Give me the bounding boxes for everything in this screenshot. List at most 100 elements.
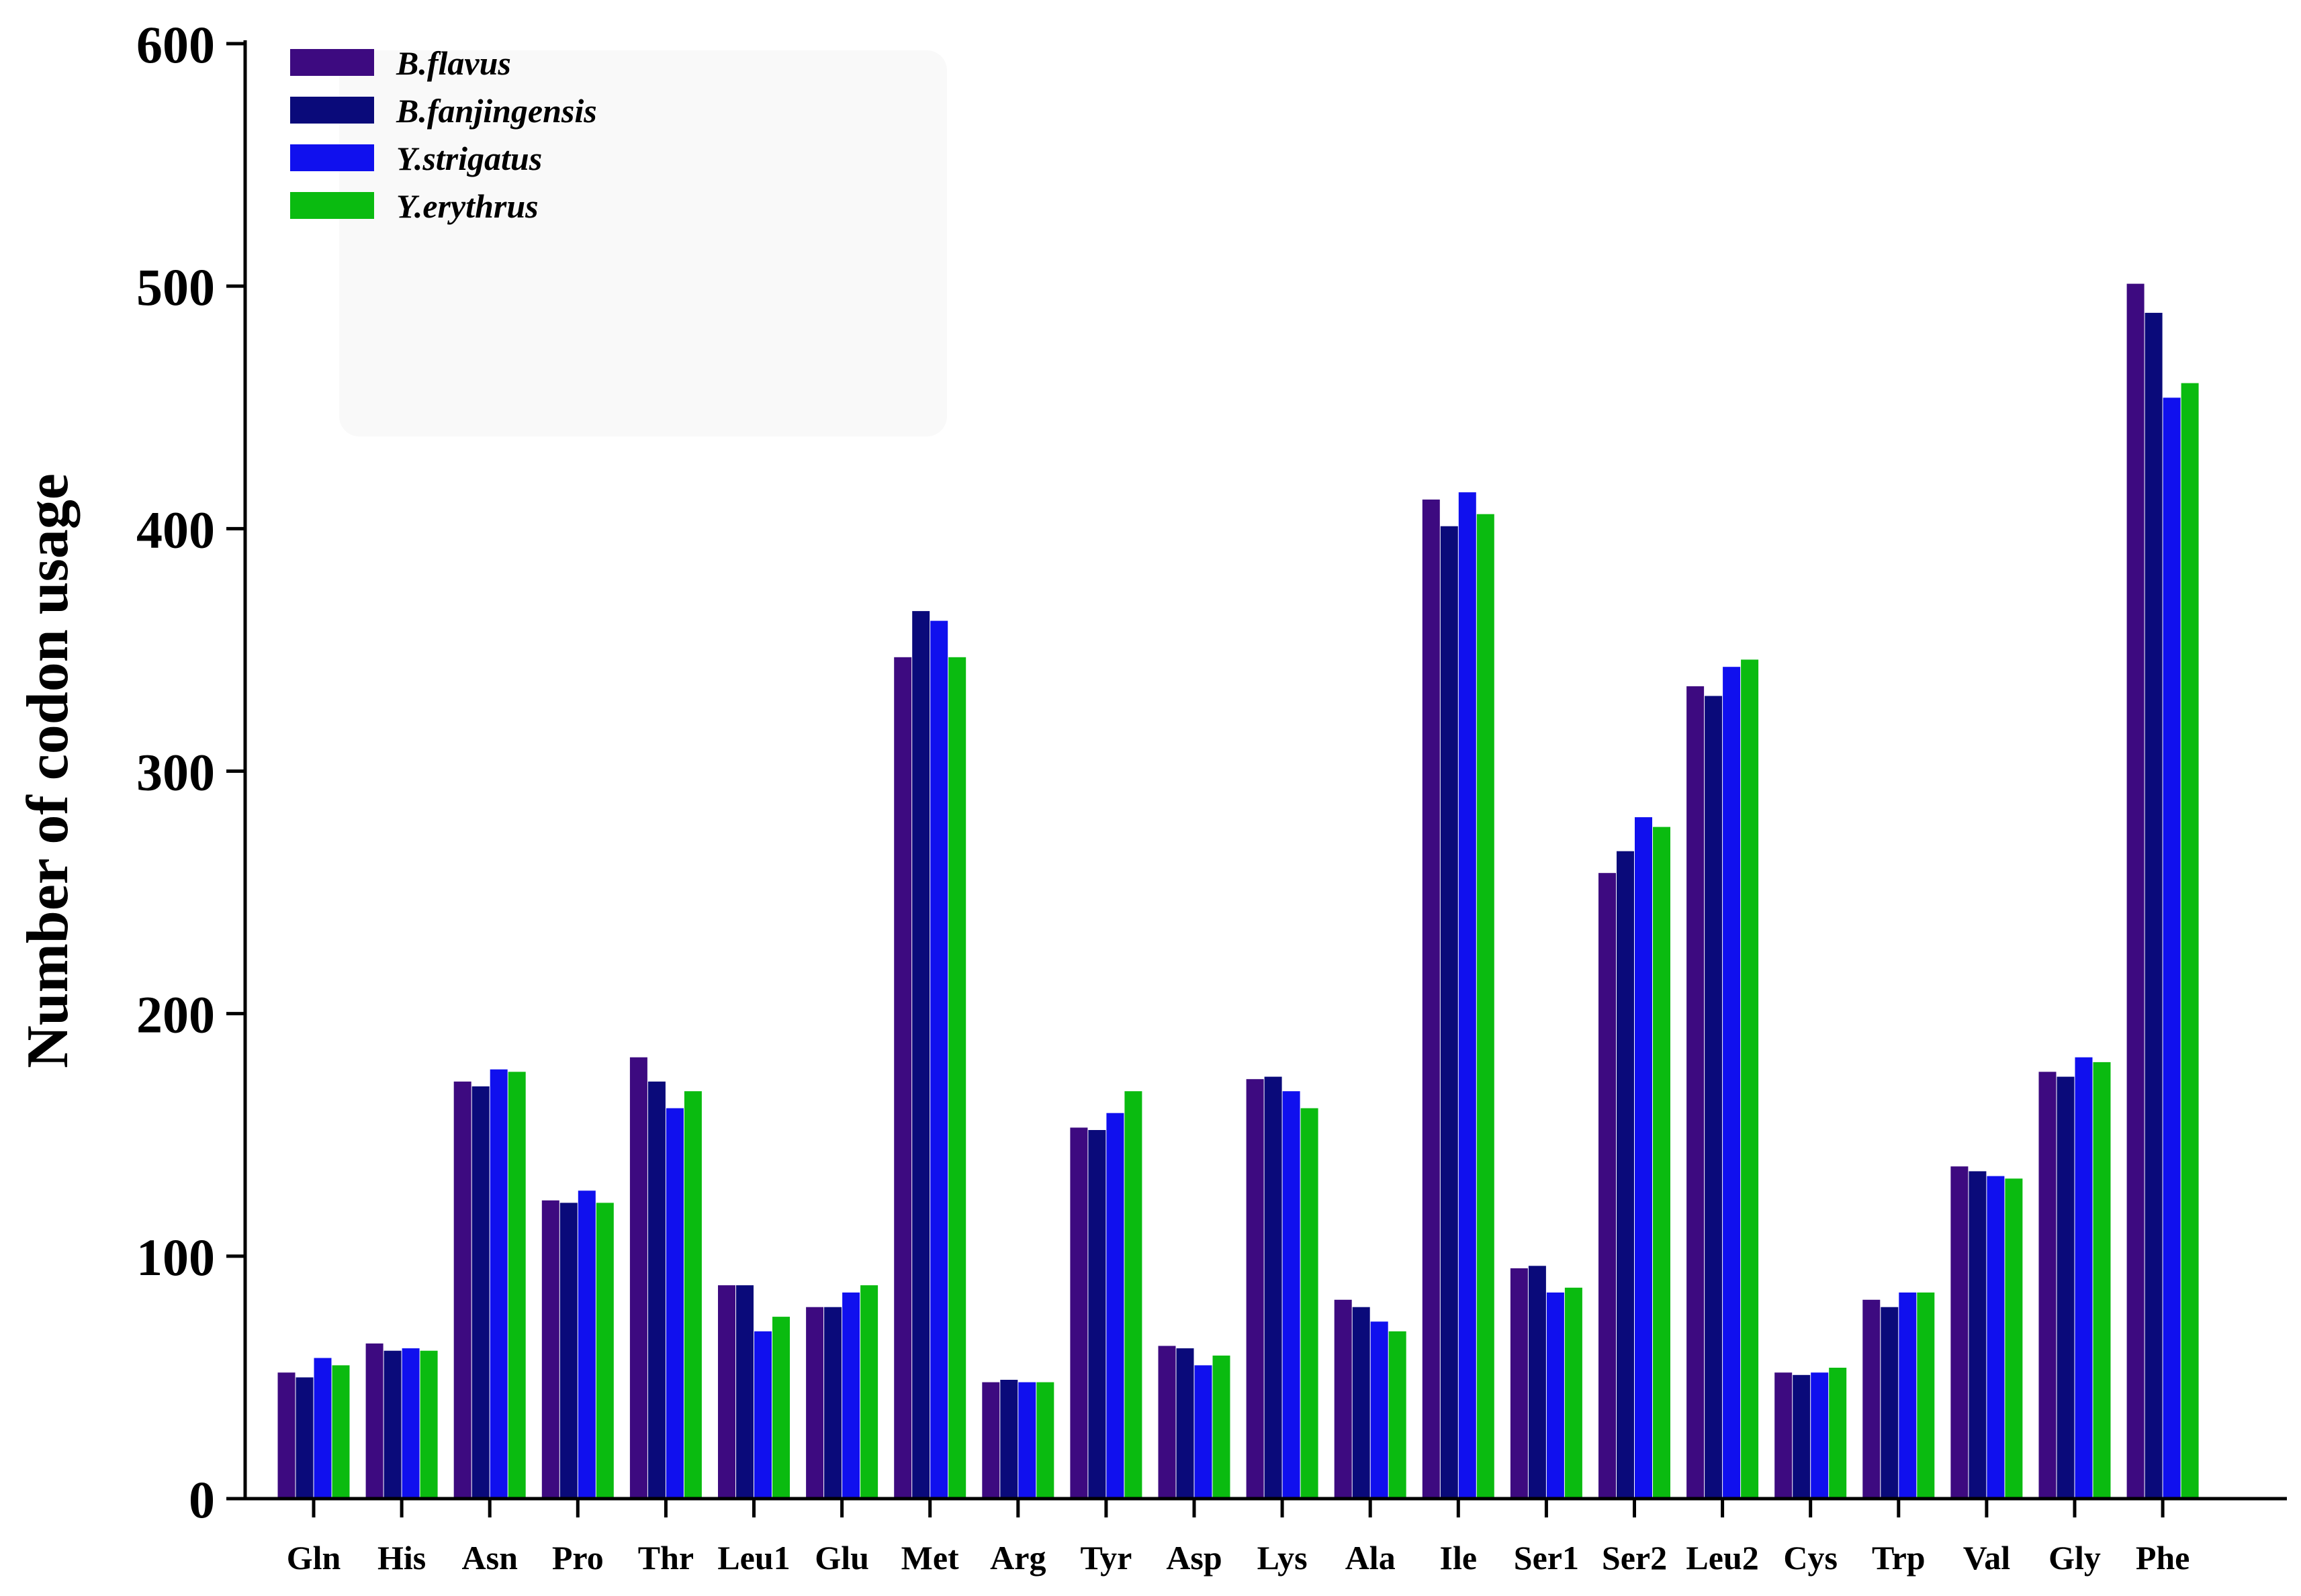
x-tick-label-ser2: Ser2 xyxy=(1602,1539,1667,1577)
bar-ser1-series-3 xyxy=(1546,1293,1564,1499)
x-tick-label-tyr: Tyr xyxy=(1080,1539,1132,1577)
bar-asn-series-1 xyxy=(453,1081,471,1499)
legend-swatch-1 xyxy=(290,49,374,76)
bar-pro-series-2 xyxy=(559,1203,578,1499)
x-tick-label-pro: Pro xyxy=(552,1539,604,1577)
bar-thr-series-3 xyxy=(666,1108,684,1499)
bar-his-series-3 xyxy=(402,1348,420,1499)
bar-lys-series-4 xyxy=(1300,1108,1318,1499)
bar-glu-series-4 xyxy=(860,1285,878,1499)
y-tick-label-100: 100 xyxy=(136,1228,215,1286)
bars-group xyxy=(277,283,2199,1499)
bar-leu2-series-1 xyxy=(1686,686,1705,1499)
bar-thr-series-2 xyxy=(647,1081,666,1499)
bar-trp-series-2 xyxy=(1881,1307,1899,1499)
bar-ser1-series-1 xyxy=(1510,1268,1528,1499)
bar-leu2-series-2 xyxy=(1705,696,1723,1499)
bar-ile-series-2 xyxy=(1440,526,1458,1499)
x-tick-label-asp: Asp xyxy=(1166,1539,1222,1577)
bar-met-series-4 xyxy=(948,657,966,1499)
bar-ser2-series-3 xyxy=(1635,817,1652,1499)
bar-cys-series-1 xyxy=(1774,1372,1793,1499)
bar-gly-series-1 xyxy=(2038,1072,2057,1499)
x-tick-label-gly: Gly xyxy=(2048,1539,2101,1577)
bar-glu-series-1 xyxy=(806,1307,824,1499)
x-tick-label-asn: Asn xyxy=(462,1539,518,1577)
legend-swatch-3 xyxy=(290,144,374,171)
legend-label-1: B.flavus xyxy=(396,44,511,82)
bar-leu2-series-3 xyxy=(1723,667,1741,1499)
legend-swatch-4 xyxy=(290,192,374,219)
x-tick-label-ala: Ala xyxy=(1345,1539,1396,1577)
y-tick-label-600: 600 xyxy=(136,15,215,74)
bar-leu1-series-4 xyxy=(772,1317,790,1499)
bar-asn-series-4 xyxy=(508,1072,526,1499)
bar-gly-series-3 xyxy=(2075,1057,2093,1499)
bar-pro-series-4 xyxy=(596,1203,614,1499)
bar-val-series-4 xyxy=(2005,1178,2023,1499)
bar-glu-series-2 xyxy=(824,1307,842,1499)
bar-arg-series-4 xyxy=(1036,1382,1054,1499)
bar-met-series-2 xyxy=(912,611,930,1499)
bar-his-series-2 xyxy=(384,1350,402,1499)
bar-phe-series-4 xyxy=(2181,383,2199,1499)
y-tick-label-500: 500 xyxy=(136,258,215,316)
bar-trp-series-1 xyxy=(1862,1299,1881,1499)
bar-trp-series-3 xyxy=(1899,1293,1917,1499)
bar-cys-series-4 xyxy=(1829,1368,1847,1499)
bar-gln-series-4 xyxy=(332,1365,350,1499)
bar-lys-series-3 xyxy=(1282,1091,1300,1499)
bar-ile-series-1 xyxy=(1422,500,1440,1499)
bar-trp-series-4 xyxy=(1917,1293,1935,1499)
bar-leu1-series-3 xyxy=(754,1331,772,1499)
bar-asn-series-2 xyxy=(471,1086,490,1499)
bar-arg-series-2 xyxy=(1000,1380,1018,1499)
bar-ile-series-4 xyxy=(1476,514,1494,1499)
y-tick-label-300: 300 xyxy=(136,743,215,802)
legend-background xyxy=(339,50,947,436)
x-tick-label-phe: Phe xyxy=(2136,1539,2190,1577)
x-tick-label-met: Met xyxy=(901,1539,959,1577)
bar-ala-series-2 xyxy=(1352,1307,1370,1499)
bar-thr-series-4 xyxy=(684,1091,702,1499)
bar-val-series-1 xyxy=(1950,1166,1969,1499)
x-ticks-group: Gln His Asn Pro Thr Leu1 Glu Met Arg Tyr Asp Lys Ala… xyxy=(287,1499,2190,1577)
bar-lys-series-1 xyxy=(1246,1079,1264,1499)
bar-tyr-series-4 xyxy=(1124,1091,1142,1499)
x-tick-label-lys: Lys xyxy=(1257,1539,1308,1577)
y-tick-label-0: 0 xyxy=(189,1470,215,1529)
bar-gln-series-3 xyxy=(314,1358,332,1499)
bar-asn-series-3 xyxy=(490,1069,508,1499)
bar-tyr-series-1 xyxy=(1070,1127,1088,1499)
y-axis-title: Number of codon usage xyxy=(15,473,81,1068)
bar-pro-series-3 xyxy=(578,1190,596,1499)
bar-val-series-3 xyxy=(1987,1176,2005,1499)
bar-ala-series-1 xyxy=(1334,1299,1352,1499)
y-tick-label-200: 200 xyxy=(136,986,215,1044)
bar-met-series-3 xyxy=(930,620,948,1499)
y-ticks-group: 0 100 200 300 400 500 600 xyxy=(136,15,245,1529)
bar-met-series-1 xyxy=(894,657,912,1499)
bar-gln-series-2 xyxy=(296,1377,314,1499)
legend-label-2: B.fanjingensis xyxy=(396,92,597,130)
bar-cys-series-2 xyxy=(1793,1374,1811,1499)
legend: B.flavus B.fanjingensis Y.strigatus Y.eryth… xyxy=(290,44,597,225)
legend-swatch-2 xyxy=(290,97,374,124)
bar-ser1-series-2 xyxy=(1528,1266,1546,1499)
bar-ser2-series-2 xyxy=(1617,851,1634,1499)
bar-tyr-series-3 xyxy=(1106,1113,1124,1499)
bar-tyr-series-2 xyxy=(1088,1130,1106,1499)
legend-box xyxy=(339,50,947,436)
bar-his-series-1 xyxy=(365,1343,384,1499)
legend-label-3: Y.strigatus xyxy=(396,140,542,177)
bar-ser1-series-4 xyxy=(1564,1287,1582,1499)
bar-phe-series-1 xyxy=(2126,283,2145,1499)
x-tick-label-gln: Gln xyxy=(287,1539,341,1577)
bar-ile-series-3 xyxy=(1458,492,1476,1499)
x-tick-label-his: His xyxy=(377,1539,426,1577)
x-tick-label-trp: Trp xyxy=(1872,1539,1926,1577)
bar-ser2-series-4 xyxy=(1653,827,1670,1499)
bar-asp-series-1 xyxy=(1158,1346,1176,1499)
x-tick-label-cys: Cys xyxy=(1783,1539,1838,1577)
